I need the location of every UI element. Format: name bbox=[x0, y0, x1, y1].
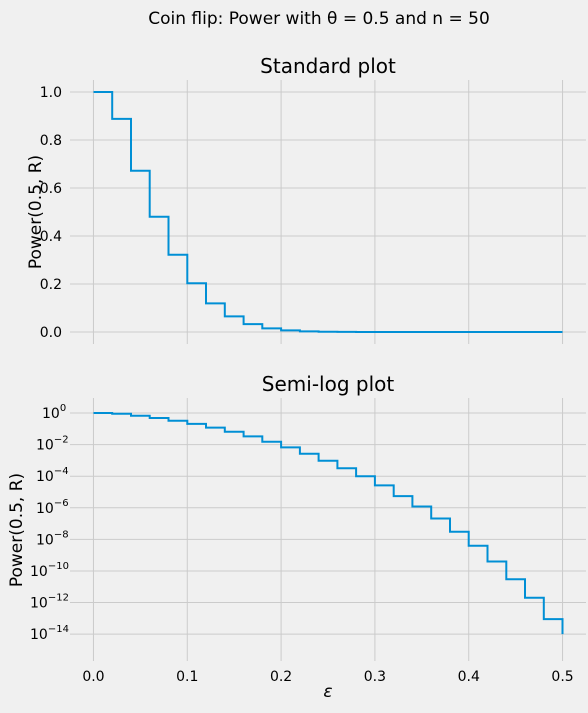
y-tick-label: 0.2 bbox=[40, 277, 62, 293]
y-tick-label: 0.4 bbox=[40, 229, 62, 245]
y-tick-label: 10−14 bbox=[30, 624, 69, 643]
semilog-plot-xlabel: ε bbox=[323, 682, 332, 702]
semilog-plot-title: Semi-log plot bbox=[262, 372, 395, 396]
y-tick-label: 10−2 bbox=[36, 435, 69, 454]
y-tick-label: 10−10 bbox=[30, 561, 69, 580]
y-tick-label: 1.0 bbox=[40, 85, 62, 101]
y-tick-label: 10−6 bbox=[36, 498, 69, 517]
x-tick-label: 0.1 bbox=[176, 669, 198, 685]
y-tick-label: 0.0 bbox=[40, 325, 62, 341]
y-tick-label: 0.6 bbox=[40, 181, 62, 197]
x-tick-label: 0.3 bbox=[364, 669, 386, 685]
standard-plot-title: Standard plot bbox=[260, 54, 396, 78]
figure-suptitle: Coin flip: Power with θ = 0.5 and n = 50 bbox=[148, 9, 490, 29]
x-tick-label: 0.0 bbox=[82, 669, 104, 685]
power-step-line bbox=[93, 412, 564, 635]
semilog-plot-ylabel: Power(0.5, R) bbox=[7, 473, 27, 587]
x-tick-label: 0.5 bbox=[551, 669, 573, 685]
y-tick-label: 10−4 bbox=[36, 466, 69, 485]
y-tick-label: 0.8 bbox=[40, 133, 62, 149]
x-tick-label: 0.2 bbox=[270, 669, 292, 685]
y-tick-label: 10−8 bbox=[36, 529, 69, 548]
power-step-line bbox=[93, 91, 563, 333]
y-tick-label: 10−12 bbox=[30, 593, 69, 612]
standard-plot-ylabel: Power(0.5, R) bbox=[26, 155, 46, 269]
y-tick-label: 100 bbox=[42, 403, 66, 422]
x-tick-label: 0.4 bbox=[458, 669, 480, 685]
semilog-plot-panel: Semi-log plot Power(0.5, R) ε 0.0 0.1 0.2 0… bbox=[7, 372, 586, 702]
standard-plot-panel: Standard plot Power(0.5, R) 0.0 0.2 0.4 0.6… bbox=[26, 54, 586, 344]
